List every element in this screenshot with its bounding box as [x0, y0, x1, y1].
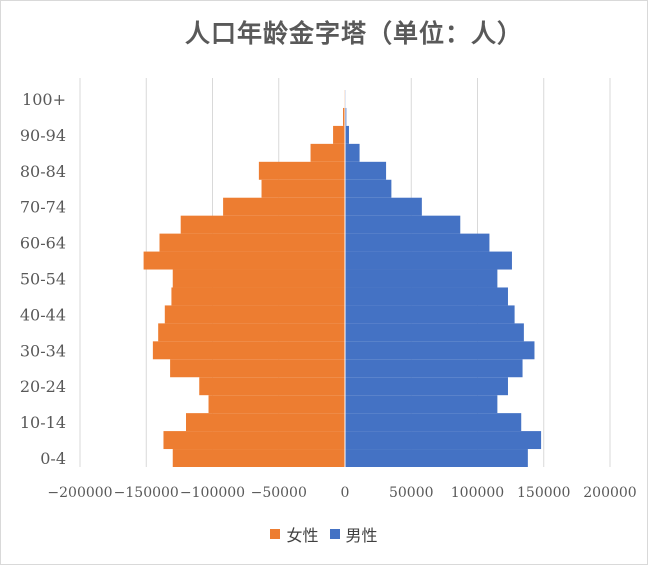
y-tick-label: 80-84 — [20, 162, 66, 181]
x-tick-label: 100000 — [451, 485, 504, 501]
bar-male-50-54 — [345, 269, 498, 288]
y-tick-label: 20-24 — [20, 377, 66, 396]
bar-male-15-19 — [345, 395, 498, 414]
x-tick-label: −150000 — [114, 485, 179, 501]
y-tick-label: 90-94 — [20, 126, 66, 145]
bar-female-70-74 — [223, 197, 345, 216]
x-tick-label: −200000 — [47, 485, 112, 501]
bar-female-60-64 — [159, 233, 345, 252]
y-tick-label: 30-34 — [20, 341, 66, 360]
bar-female-10-14 — [186, 413, 345, 432]
legend-label-male: 男性 — [345, 526, 378, 545]
bar-female-55-59 — [143, 251, 345, 270]
y-axis-tick-labels: 0-4 10-14 20-24 30-34 40-44 50-54 60-64 70-74 80… — [20, 90, 66, 468]
bar-male-60-64 — [345, 233, 490, 252]
y-tick-label: 0-4 — [40, 449, 66, 468]
legend-item-male: 男性 — [329, 522, 378, 546]
x-tick-label: −50000 — [251, 485, 307, 501]
bar-female-35-39 — [158, 323, 345, 342]
bar-male-85-89 — [345, 143, 360, 162]
bar-male-35-39 — [345, 323, 524, 342]
bars — [143, 78, 542, 467]
legend-label-female: 女性 — [286, 526, 319, 545]
bar-male-30-34 — [345, 341, 535, 360]
bar-male-90-94 — [345, 125, 349, 144]
bar-female-75-79 — [261, 179, 345, 198]
bar-female-90-94 — [333, 125, 345, 144]
bar-female-20-24 — [199, 377, 345, 396]
y-tick-label: 60-64 — [20, 234, 66, 253]
bar-male-80-84 — [345, 161, 387, 180]
bar-female-30-34 — [152, 341, 345, 360]
bar-male-25-29 — [345, 359, 523, 378]
bar-male-75-79 — [345, 179, 392, 198]
bar-female-85-89 — [310, 143, 345, 162]
legend-swatch-male — [329, 529, 340, 539]
legend: 女性 男性 — [0, 522, 648, 546]
bar-male-10-14 — [345, 413, 522, 432]
x-axis-tick-labels: −200000 −150000 −100000 −50000 0 50000 100000 1… — [47, 485, 636, 501]
bar-female-0-4 — [172, 449, 345, 467]
x-tick-label: 50000 — [389, 485, 434, 501]
legend-item-female: 女性 — [270, 522, 318, 546]
bar-male-5-9 — [345, 431, 542, 450]
y-tick-label: 100+ — [22, 90, 66, 109]
chart-title: 人口年龄金字塔（单位：人） — [184, 19, 523, 48]
bar-female-45-49 — [171, 287, 345, 306]
bar-female-40-44 — [164, 305, 345, 324]
bar-female-5-9 — [163, 431, 345, 450]
bar-female-25-29 — [170, 359, 345, 378]
y-tick-label: 10-14 — [20, 413, 66, 432]
bar-male-95-99 — [345, 107, 347, 126]
bar-male-0-4 — [345, 449, 528, 467]
bar-female-80-84 — [258, 161, 345, 180]
bar-female-50-54 — [172, 269, 345, 288]
bar-female-95-99 — [343, 107, 345, 126]
y-tick-label: 70-74 — [20, 198, 66, 217]
x-tick-label: 200000 — [583, 485, 636, 501]
bar-female-65-69 — [180, 215, 345, 234]
bar-male-55-59 — [345, 251, 512, 270]
x-tick-label: −100000 — [180, 485, 245, 501]
bar-male-45-49 — [345, 287, 508, 306]
legend-swatch-female — [270, 529, 281, 539]
bar-male-70-74 — [345, 197, 422, 216]
bar-male-20-24 — [345, 377, 508, 396]
y-tick-label: 50-54 — [20, 270, 66, 289]
x-tick-label: 150000 — [517, 485, 570, 501]
bar-male-40-44 — [345, 305, 515, 324]
y-tick-label: 40-44 — [20, 305, 66, 324]
bar-male-65-69 — [345, 215, 461, 234]
bar-female-15-19 — [208, 395, 345, 414]
x-tick-label: 0 — [341, 485, 350, 501]
